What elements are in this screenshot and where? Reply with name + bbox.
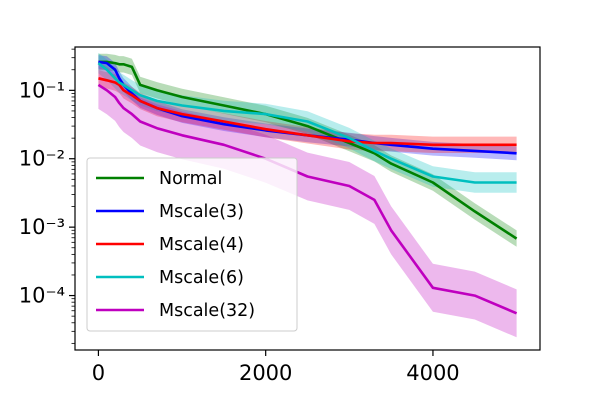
legend-label: Normal: [159, 169, 222, 189]
legend-label: Mscale(3): [159, 202, 244, 222]
y-tick-label: 10⁻⁴: [19, 284, 65, 308]
line-mscale-32: [97, 83, 518, 315]
band-mscale-32: [98, 61, 517, 338]
x-axis: 0 2000 4000: [92, 350, 460, 385]
line-mscale-6: [97, 62, 517, 184]
y-axis: 10⁻¹ 10⁻² 10⁻³ 10⁻⁴: [19, 48, 75, 344]
legend: Normal Mscale(3) Mscale(4) Mscale(6) Mscale(…: [86, 157, 298, 332]
plot-frame: [74, 46, 541, 351]
legend-label: Mscale(32): [159, 301, 255, 321]
x-tick-label: 4000: [406, 361, 459, 385]
x-tick-label: 0: [92, 361, 105, 385]
y-tick-label: 10⁻²: [19, 147, 65, 171]
line-mscale-3: [98, 60, 517, 155]
legend-label: Mscale(6): [159, 268, 244, 288]
y-tick-label: 10⁻³: [19, 215, 65, 239]
y-tick-label: 10⁻¹: [19, 78, 65, 102]
line-normal: [98, 60, 518, 240]
x-tick-label: 2000: [239, 361, 292, 385]
legend-box: [86, 157, 298, 332]
line-mscale-4: [98, 77, 517, 147]
series-lines: [97, 60, 518, 315]
legend-label: Mscale(4): [159, 235, 244, 255]
